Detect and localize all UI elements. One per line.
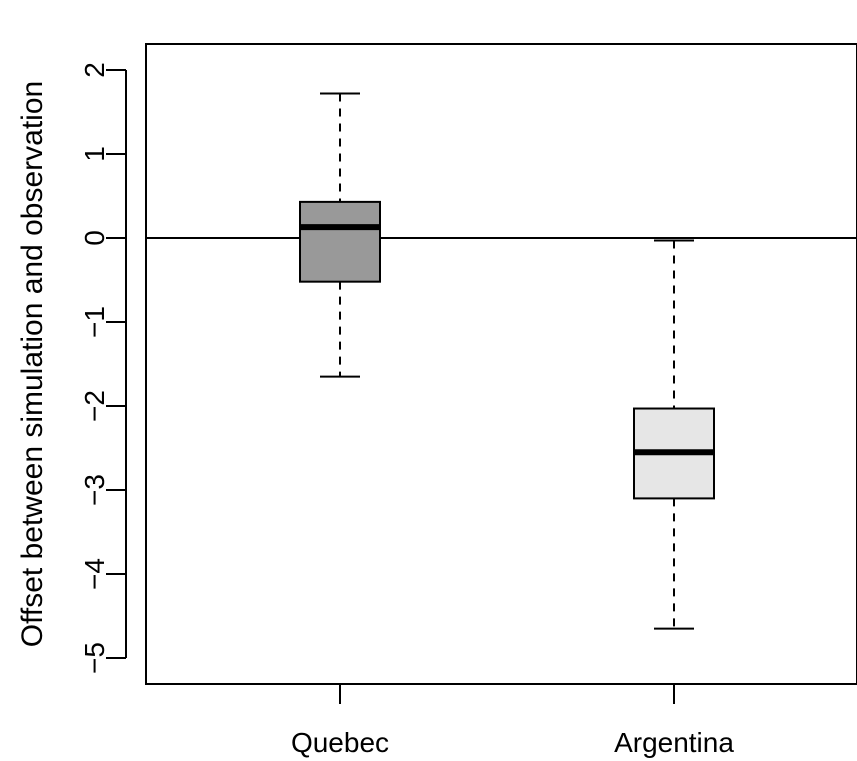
y-axis: 2 1 0 −1 −2 −3 −4 −5 — [79, 62, 127, 674]
y-axis-title: Offset between simulation and observatio… — [16, 81, 49, 647]
x-tick-label-quebec: Quebec — [291, 727, 389, 758]
y-tick-label: −3 — [79, 474, 110, 506]
x-axis: Quebec Argentina — [291, 684, 734, 758]
boxes-group — [299, 92, 715, 630]
y-tick-label: −5 — [79, 642, 110, 674]
plot-frame — [145, 43, 857, 685]
x-tick-label-argentina: Argentina — [614, 727, 734, 758]
box-quebec — [299, 92, 381, 378]
y-tick-label: 2 — [79, 62, 110, 78]
box-argentina — [633, 239, 715, 630]
interquartile-box — [299, 200, 381, 283]
y-tick-label: 1 — [79, 146, 110, 162]
y-tick-label: −2 — [79, 390, 110, 422]
y-tick-label: 0 — [79, 230, 110, 246]
y-tick-label: −1 — [79, 306, 110, 338]
y-tick-label: −4 — [79, 558, 110, 590]
